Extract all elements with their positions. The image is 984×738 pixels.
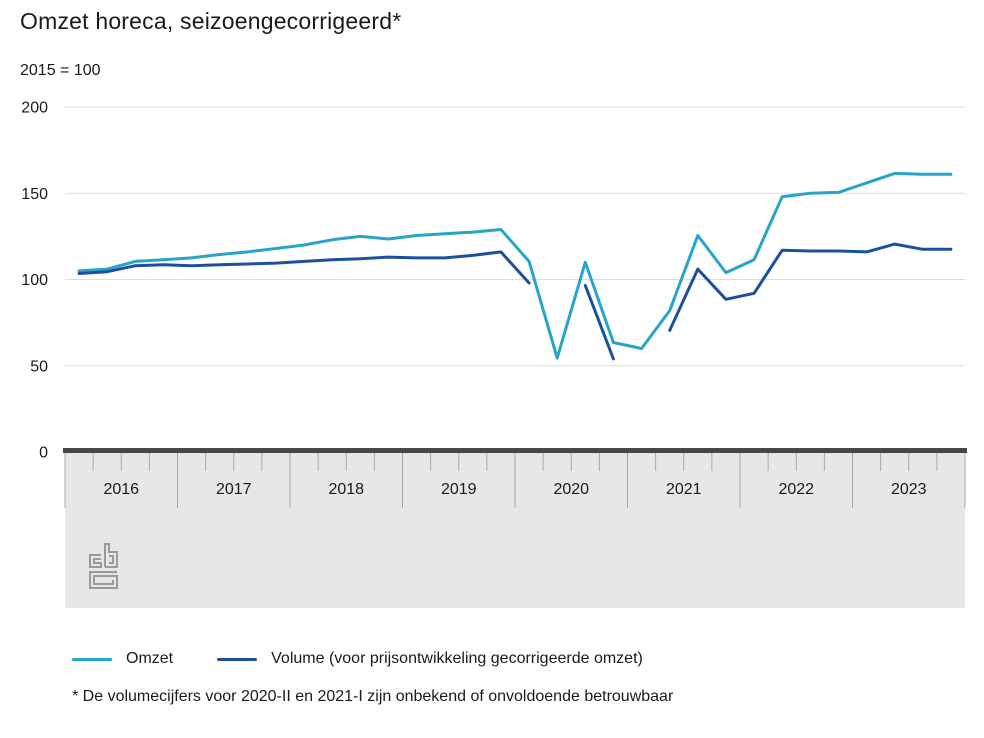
series-line-omzet [77, 171, 953, 360]
legend: Omzet Volume (voor prijsontwikkeling gec… [72, 650, 643, 668]
cbs-logo-s [89, 571, 118, 589]
legend-label-volume: Volume (voor prijsontwikkeling gecorrige… [271, 650, 643, 667]
footnote: * De volumecijfers voor 2020-II en 2021-… [72, 688, 674, 705]
series-line-volume [77, 242, 953, 361]
legend-item-omzet: Omzet [72, 650, 173, 668]
x-tick-label-2016: 2016 [103, 481, 139, 498]
cbs-logo-c [89, 554, 102, 568]
y-tick-label-150: 150 [21, 186, 48, 203]
y-tick-label-0: 0 [39, 445, 48, 462]
legend-label-omzet: Omzet [126, 650, 174, 667]
axis-labels: 0 50 100 150 200 2016 2017 2018 2019 2020 2021 2022… [21, 100, 926, 499]
y-tick-label-50: 50 [30, 358, 48, 375]
legend-swatch-volume [217, 657, 258, 661]
x-tick-label-2023: 2023 [891, 481, 927, 498]
x-axis-line [63, 448, 967, 453]
legend-item-volume: Volume (voor prijsontwikkeling gecorrige… [217, 650, 643, 668]
legend-swatch-omzet [72, 657, 112, 661]
x-tick-label-2018: 2018 [328, 481, 364, 498]
x-axis [63, 448, 967, 608]
y-tick-label-200: 200 [21, 100, 48, 117]
chart-unit-label: 2015 = 100 [20, 62, 101, 79]
x-tick-label-2021: 2021 [666, 481, 702, 498]
chart-title: Omzet horeca, seizoengecorrigeerd* [20, 8, 402, 34]
data-series [77, 171, 953, 361]
y-tick-label-100: 100 [21, 272, 48, 289]
x-tick-label-2022: 2022 [778, 481, 814, 498]
cbs-logo-b [104, 543, 118, 568]
x-tick-label-2020: 2020 [553, 481, 589, 498]
gridlines [65, 106, 965, 367]
cbs-logo [89, 543, 118, 589]
line-chart: 0 50 100 150 200 2016 2017 2018 2019 2020 2021 2022… [21, 100, 967, 608]
x-tick-label-2019: 2019 [441, 481, 477, 498]
x-tick-label-2017: 2017 [216, 481, 252, 498]
